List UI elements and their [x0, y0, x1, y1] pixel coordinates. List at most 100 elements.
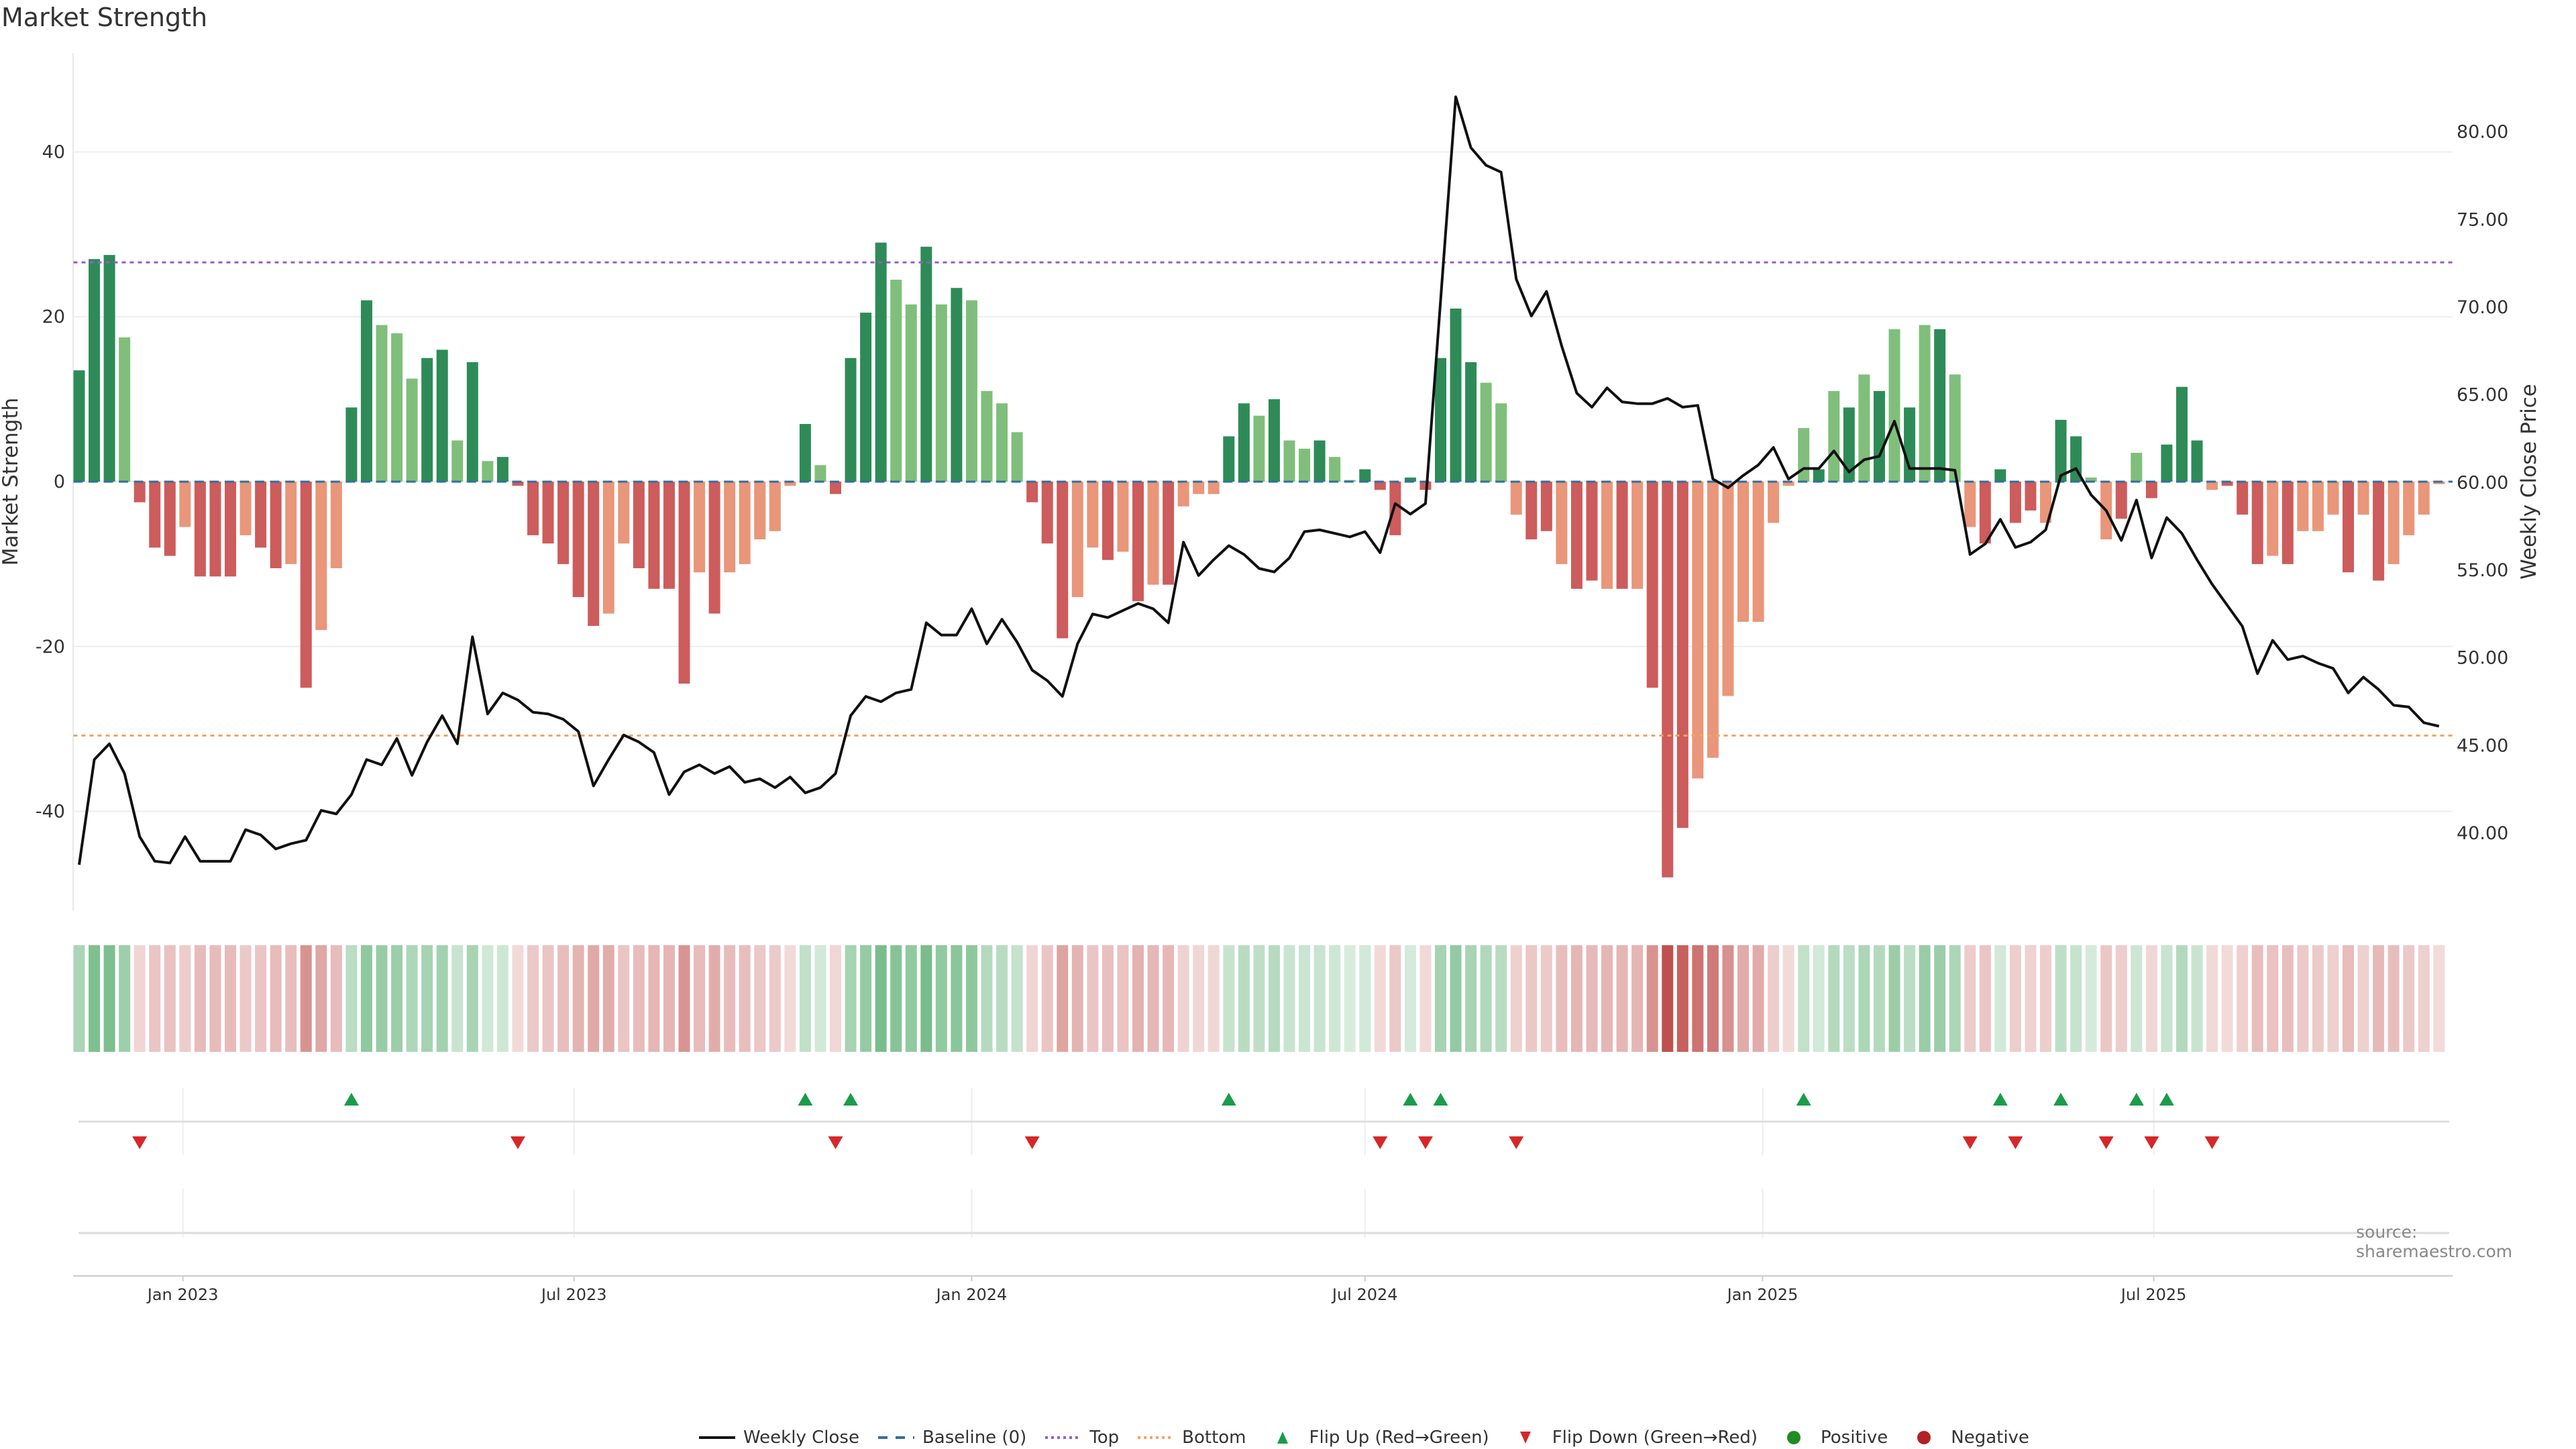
y2-tick-label: 60.00 — [2457, 472, 2508, 493]
strength-bar — [1616, 482, 1628, 589]
strength-bar — [2040, 482, 2051, 523]
heat-cell — [814, 945, 826, 1052]
legend-item-bottom[interactable]: Bottom — [1136, 1428, 1246, 1448]
strength-bar — [2025, 482, 2037, 511]
heat-cell — [360, 945, 372, 1052]
heat-cell — [663, 945, 675, 1052]
heat-cell — [2055, 945, 2067, 1052]
strength-bar — [2145, 482, 2157, 498]
heat-cell — [1616, 945, 1628, 1052]
strength-bar — [270, 482, 282, 569]
heat-cell — [2387, 945, 2400, 1052]
flip-down-marker — [132, 1136, 148, 1149]
strength-bar — [89, 259, 101, 482]
strength-bar — [451, 440, 464, 482]
chart-title: Market Strength — [1, 3, 208, 32]
heat-cell — [1843, 945, 1855, 1052]
heat-cell — [179, 945, 191, 1052]
heat-cell — [557, 945, 570, 1052]
strength-bar — [2327, 482, 2339, 515]
heat-cell — [421, 945, 433, 1052]
strength-bar — [1752, 482, 1764, 622]
heat-cell — [1087, 945, 1099, 1052]
strength-bar — [1147, 482, 1159, 585]
strength-bar — [1556, 482, 1568, 564]
strength-bar — [542, 482, 554, 544]
legend-item-baseline[interactable]: Baseline (0) — [877, 1428, 1026, 1448]
y2-tick-label: 50.00 — [2457, 648, 2508, 669]
strength-bar — [179, 482, 191, 527]
legend-positive-swatch-icon — [1787, 1431, 1801, 1444]
legend-item-positive[interactable]: Positive — [1775, 1428, 1888, 1448]
strength-bar — [1873, 390, 1885, 482]
strength-bar — [965, 300, 977, 482]
strength-bar — [1888, 329, 1900, 482]
heat-cell — [2282, 945, 2294, 1052]
strength-bar — [1782, 482, 1794, 486]
heat-cell — [935, 945, 947, 1052]
strength-bar — [2357, 482, 2369, 515]
strength-bar — [935, 304, 947, 482]
strength-bar — [890, 279, 902, 482]
y2-axis-title: Weekly Close Price — [2517, 384, 2541, 580]
heat-cell — [1631, 945, 1644, 1052]
heat-cell — [965, 945, 977, 1052]
strength-bar — [1510, 482, 1522, 515]
strength-bar — [588, 482, 600, 627]
heat-cell — [1813, 945, 1825, 1052]
heat-cell — [1253, 945, 1265, 1052]
strength-bar — [300, 482, 312, 688]
heat-cell — [920, 945, 932, 1052]
flip-up-marker — [843, 1093, 859, 1106]
strength-bar — [1268, 399, 1280, 482]
strength-bar — [1193, 482, 1205, 494]
flip-up-marker — [1221, 1093, 1236, 1106]
legend-label: Weekly Close — [743, 1428, 859, 1448]
strength-bar — [1662, 482, 1674, 877]
strength-bar — [2131, 452, 2143, 482]
strength-bar — [996, 403, 1008, 482]
strength-bar — [1480, 382, 1492, 482]
heat-cell — [784, 945, 796, 1052]
flip-up-marker — [2159, 1093, 2174, 1106]
heat-cell — [572, 945, 584, 1052]
strength-bar — [2009, 482, 2021, 523]
strength-bar — [860, 313, 872, 482]
strength-bar — [1329, 457, 1341, 482]
legend-flipdown-swatch-icon — [1519, 1432, 1531, 1444]
flip-down-marker — [1373, 1136, 1388, 1149]
strength-bar — [633, 482, 645, 569]
heat-cell — [845, 945, 857, 1052]
heat-cell — [1737, 945, 1749, 1052]
strength-bar — [1465, 362, 1477, 482]
heat-cell — [225, 945, 236, 1052]
strength-bar — [1087, 482, 1099, 548]
heat-cell — [1374, 945, 1386, 1052]
heat-cell — [860, 945, 872, 1052]
heat-cell — [1994, 945, 2006, 1052]
heat-cell — [2191, 945, 2203, 1052]
heat-cell — [2009, 945, 2021, 1052]
heat-cell — [648, 945, 660, 1052]
strength-bar — [2176, 386, 2188, 482]
y2-tick-label: 75.00 — [2457, 209, 2508, 230]
heat-cell — [1419, 945, 1432, 1052]
heat-cell — [285, 945, 297, 1052]
strength-bar — [2343, 482, 2354, 573]
strength-bar — [830, 482, 841, 494]
y2-tick-label: 45.00 — [2457, 735, 2508, 756]
heat-cell — [496, 945, 508, 1052]
legend-item-negative[interactable]: Negative — [1905, 1428, 2029, 1448]
heat-cell — [1313, 945, 1326, 1052]
strength-bar — [406, 378, 418, 482]
legend-item-close[interactable]: Weekly Close — [698, 1428, 859, 1448]
legend-item-flipup[interactable]: Flip Up (Red→Green) — [1264, 1428, 1489, 1448]
heat-cell — [1041, 945, 1053, 1052]
legend-item-flipdown[interactable]: Flip Down (Green→Red) — [1507, 1428, 1758, 1448]
strength-bar — [1979, 482, 1991, 544]
legend-item-top[interactable]: Top — [1044, 1428, 1119, 1448]
strength-bar — [1994, 469, 2006, 482]
strength-bar — [769, 482, 781, 531]
legend-flipup-swatch-icon — [1277, 1432, 1288, 1444]
heat-cell — [2251, 945, 2263, 1052]
